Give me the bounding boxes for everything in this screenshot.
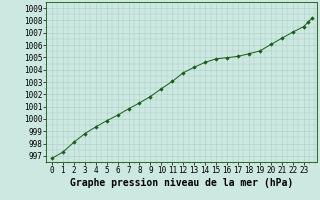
- X-axis label: Graphe pression niveau de la mer (hPa): Graphe pression niveau de la mer (hPa): [70, 178, 293, 188]
